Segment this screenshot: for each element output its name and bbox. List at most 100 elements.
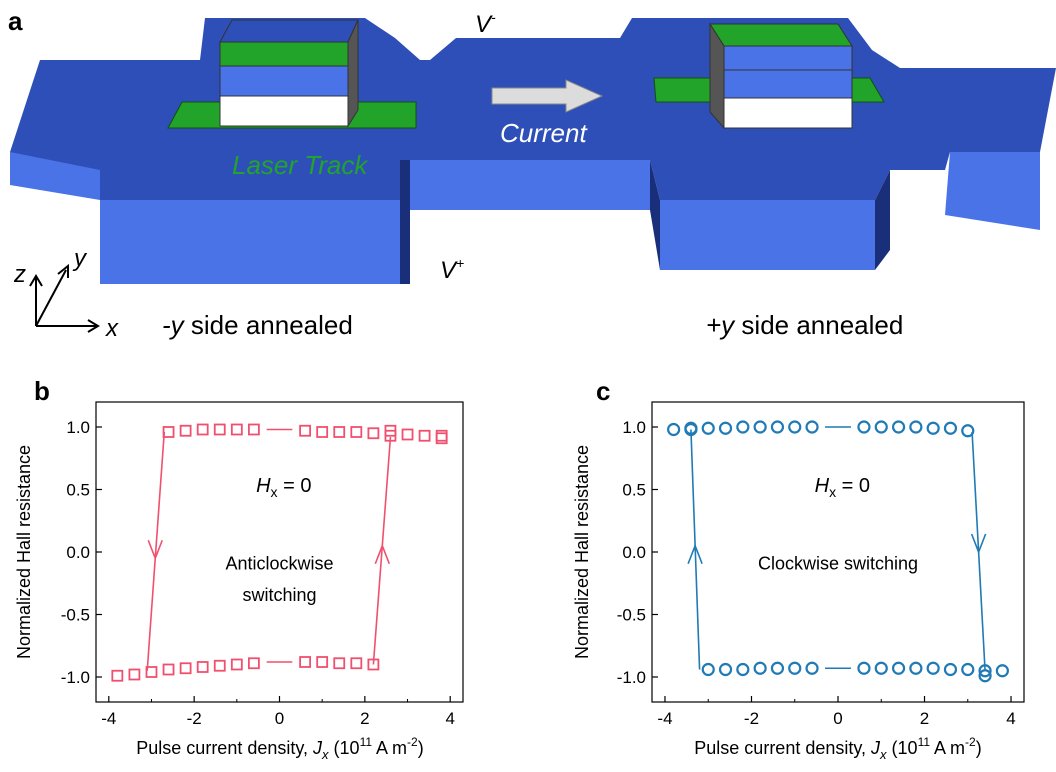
data-point — [162, 426, 175, 438]
y-tick-label: 0.5 — [622, 481, 646, 500]
data-point — [350, 657, 363, 670]
y-tick-label: 0.0 — [622, 543, 646, 562]
data-point — [770, 420, 785, 434]
data-point — [857, 420, 871, 434]
data-point — [805, 420, 819, 434]
track-front-left — [10, 152, 100, 200]
y-tick-label: -1.0 — [61, 668, 90, 687]
track-side-dark-a — [400, 160, 410, 284]
right-block-upper — [723, 45, 853, 71]
x-tick-label: 4 — [1006, 709, 1015, 728]
left-block-white — [219, 95, 349, 127]
data-point — [350, 426, 363, 438]
right-block — [653, 22, 885, 130]
data-point — [333, 426, 346, 438]
direction-arrow — [970, 533, 987, 555]
switching-annotation-1: Anticlockwise — [225, 554, 333, 574]
data-point — [230, 658, 243, 671]
x-tick-label: -2 — [744, 709, 759, 728]
current-arrow — [491, 79, 604, 113]
data-point — [230, 423, 243, 436]
y-tick-label: 0.0 — [66, 543, 90, 562]
data-point — [874, 661, 888, 675]
x-tick-label: 2 — [920, 709, 929, 728]
data-point — [995, 664, 1009, 678]
panel-c-letter: c — [596, 376, 610, 406]
data-point — [179, 662, 192, 675]
y-tick-label: 1.0 — [66, 418, 90, 437]
data-point — [435, 432, 448, 445]
right-block-green-top — [709, 23, 853, 47]
current-arrow-icon — [491, 79, 604, 113]
switching-annotation-2: switching — [242, 585, 316, 605]
y-tick-label: 0.5 — [66, 481, 90, 500]
data-point — [770, 661, 785, 675]
data-point — [316, 426, 329, 438]
data-point — [736, 420, 750, 434]
x-tick-label: 2 — [360, 709, 369, 728]
x-tick-label: 0 — [833, 709, 842, 728]
x-tick-label: 4 — [445, 709, 454, 728]
track-side-dark-b — [650, 160, 660, 270]
data-point — [961, 662, 975, 677]
chart-c: -4 -2 0 2 4 1.0 0.5 0.0 -0.5 -1.0 Normalized Hall … — [572, 401, 1025, 762]
track-front-arm-right — [660, 200, 875, 270]
current-label: Current — [500, 118, 588, 148]
panel-a-letter: a — [8, 6, 23, 36]
data-point — [753, 420, 767, 434]
switching-branch-line — [690, 429, 701, 670]
data-point — [978, 669, 992, 683]
data-point — [788, 420, 802, 434]
coordinate-axes-icon — [29, 263, 100, 333]
axis-x-label: x — [105, 315, 119, 342]
data-point — [701, 421, 715, 435]
track-front-right — [945, 152, 1040, 230]
x-tick-label: 0 — [275, 709, 284, 728]
v-plus-label: V+ — [440, 255, 464, 284]
field-annotation: Hx = 0 — [815, 475, 870, 500]
track-front-mid — [410, 160, 650, 210]
data-point — [111, 669, 124, 682]
data-point — [299, 656, 312, 668]
data-point — [718, 421, 733, 435]
direction-arrow — [687, 543, 703, 565]
data-point — [788, 661, 802, 675]
panel-b-letter: b — [34, 376, 50, 406]
data-point — [333, 657, 346, 670]
data-point — [718, 662, 733, 677]
data-point — [196, 423, 209, 436]
data-point — [926, 661, 940, 675]
data-point — [299, 424, 312, 437]
right-block-white — [723, 97, 853, 129]
right-block-side — [709, 22, 725, 130]
left-block-top — [219, 19, 359, 43]
data-point — [909, 420, 923, 434]
v-minus-label: V- — [475, 9, 496, 38]
axis-y-label: y — [72, 245, 88, 272]
data-point — [978, 664, 992, 678]
data-point — [247, 657, 260, 670]
data-point — [162, 663, 175, 676]
axis-z-label: z — [13, 261, 26, 288]
track-front-arm-left — [100, 200, 400, 284]
switching-branch-line — [146, 431, 166, 671]
data-point — [874, 420, 888, 434]
data-point — [367, 658, 380, 671]
x-tick-label: -4 — [101, 709, 116, 728]
switching-annotation-1: Clockwise switching — [758, 554, 918, 574]
direction-arrow — [374, 543, 391, 565]
y-tick-label: -1.0 — [617, 668, 646, 687]
left-block-green — [219, 41, 349, 67]
data-point — [753, 661, 767, 675]
track-side-dark-c — [875, 170, 890, 270]
data-point — [805, 661, 819, 675]
y-axis-label: Normalized Hall resistance — [14, 445, 34, 659]
plot-frame — [95, 401, 464, 703]
left-block — [167, 19, 417, 129]
chart-b: -4 -2 0 2 4 1.0 0.5 0.0 -0.5 -1.0 Normalized Hall … — [14, 401, 464, 762]
data-point — [961, 424, 975, 438]
data-point — [701, 662, 715, 677]
data-point — [213, 659, 226, 672]
data-point — [316, 656, 329, 668]
